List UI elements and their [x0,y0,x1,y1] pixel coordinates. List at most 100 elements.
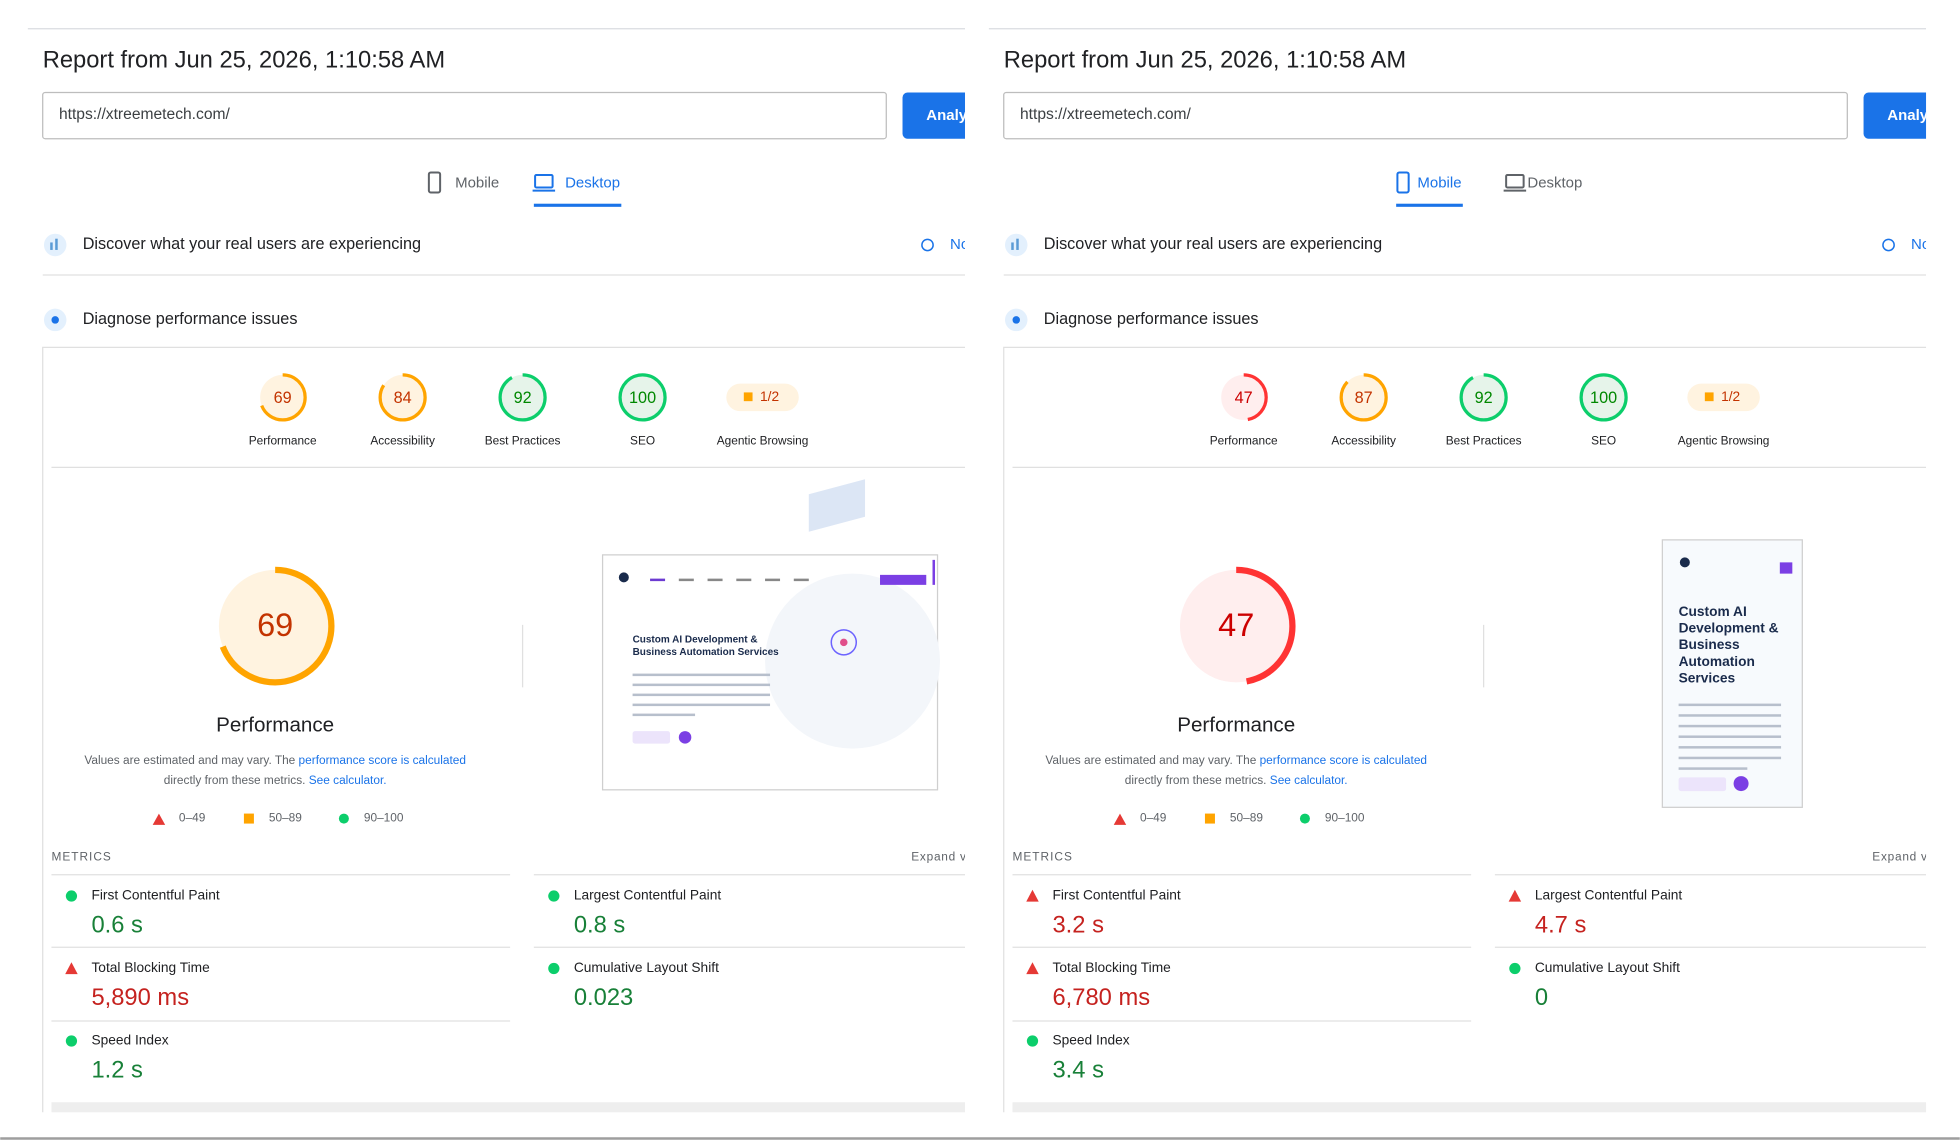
gauge-fill [1461,374,1507,420]
note-text: directly from these metrics. [1125,773,1270,787]
metric-name: Speed Index [91,1033,168,1048]
metric-icon [65,890,78,902]
info-icon [1882,238,1895,252]
preview-atom [830,629,858,656]
tab-label[interactable]: Mobile [455,175,499,192]
metric-name: Cumulative Layout Shift [574,960,719,975]
field-icon-bar [1016,238,1019,250]
gauge-arc [215,566,335,686]
url-input[interactable] [42,91,887,140]
preview-nav [678,578,694,582]
gauge-fill [1179,569,1293,683]
preview-nav-button [880,574,927,585]
tab-underline [1396,203,1463,207]
tab-label[interactable]: Mobile [1417,175,1461,192]
preview-scrollbar [932,559,936,585]
gauge-arc [1219,373,1268,422]
field-data-title: Discover what your real users are experi… [1044,235,1382,253]
metric-name: Total Blocking Time [91,960,210,975]
score-label: Best Practices [485,433,561,447]
score-label: Performance [249,433,317,447]
preview-nav [707,578,723,582]
score-label: Agentic Browsing [1678,433,1770,447]
legend-label: 50–89 [269,811,302,825]
note-line: Values are estimated and may vary. The p… [1045,753,1427,767]
url-input[interactable] [1003,91,1848,140]
note-link[interactable]: See calculator. [1270,773,1348,787]
score-label: Best Practices [1446,433,1522,447]
note-link[interactable]: See calculator. [309,773,387,787]
gauge-score: 100 [629,389,656,407]
metric-icon [65,1035,78,1047]
report-panel: Report from Jun 25, 2026, 1:10:58 AM http… [27,28,1040,1113]
metric-name: Cumulative Layout Shift [1535,960,1680,975]
field-data-link[interactable]: No [1911,236,1930,253]
gauge-score: 69 [257,607,293,643]
preview-heading: Services [1679,670,1736,685]
metric-value: 0.6 s [91,912,143,938]
gauge-score: 100 [1590,389,1617,407]
expand-link[interactable]: Expand vi [1872,849,1931,863]
report-box [42,346,966,1113]
metric-icon [65,962,78,975]
preview-text-line [1678,735,1782,738]
preview-atom-core [840,638,848,647]
gauge-score: 87 [1355,389,1373,407]
gauge-arc [1176,566,1296,686]
metric-value: 0.8 s [574,912,626,938]
preview-nav [736,578,752,582]
expand-link[interactable]: Expand v [911,849,966,863]
preview-text-line [1678,756,1782,760]
scroll-strip [51,1102,966,1113]
metric-name: First Contentful Paint [1052,888,1180,903]
agentic-value: 1/2 [760,389,779,404]
metric-name: Largest Contentful Paint [574,888,722,903]
diagnose-icon-dot [1012,316,1020,324]
gauge-fill [218,569,332,683]
mobile-icon [427,171,442,194]
preview-play [1733,776,1749,792]
gauge-fill [260,374,306,420]
metric-name: First Contentful Paint [91,888,219,903]
analyze-button[interactable] [1863,92,1960,139]
metric-value: 6,780 ms [1052,985,1150,1011]
metric-icon [548,890,560,902]
preview-text-line [632,703,771,707]
metric-value: 0.023 [574,985,633,1011]
gauge-fill [380,374,426,420]
metric-icon [1026,1035,1039,1047]
agentic-value: 1/2 [1721,389,1740,404]
preview-button [632,731,671,744]
main-gauge-label: Performance [1177,714,1295,737]
legend-label: 90–100 [1325,811,1365,825]
legend-square [243,813,254,824]
gauge-fill [1341,374,1387,420]
agentic-icon [1704,392,1714,402]
metric-icon [548,962,560,975]
tab-label[interactable]: Desktop [1527,175,1582,192]
field-data-link[interactable]: No [950,236,969,253]
legend-square [1204,813,1215,824]
note-link[interactable]: performance score is calculated [1260,753,1427,767]
report-title: Report from Jun 25, 2026, 1:10:58 AM [1004,48,1406,74]
note-link[interactable]: performance score is calculated [299,753,466,767]
preview-heading: Development & [1679,621,1779,636]
desktop-icon [534,173,554,189]
analyze-button[interactable] [902,92,1040,139]
metric-value: 0 [1535,985,1548,1011]
legend-triangle [152,813,166,825]
gauge-score: 69 [274,389,292,407]
tab-label[interactable]: Desktop [565,175,620,192]
metric-icon [1509,962,1521,975]
metrics-title: METRICS [51,849,111,863]
score-label: SEO [1591,433,1616,447]
preview-heading: Custom AI [1679,604,1747,619]
metric-value: 4.7 s [1535,912,1587,938]
metric-value: 5,890 ms [91,985,189,1011]
preview-illustration [808,479,866,532]
preview-heading: Custom AI Development & [633,635,758,646]
legend-circle [338,813,349,824]
gauge-arc [1579,373,1628,422]
url-text: https://xtreemetech.com/ [1020,106,1192,123]
